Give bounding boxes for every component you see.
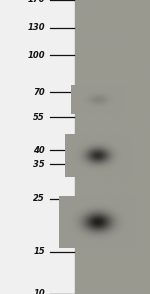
Text: 15: 15 bbox=[33, 248, 45, 256]
Text: 35: 35 bbox=[33, 160, 45, 168]
Bar bbox=[75, 0, 150, 294]
Text: 40: 40 bbox=[33, 146, 45, 155]
Text: 70: 70 bbox=[33, 88, 45, 96]
Text: 55: 55 bbox=[33, 113, 45, 122]
Text: 25: 25 bbox=[33, 194, 45, 203]
Text: 170: 170 bbox=[27, 0, 45, 4]
Text: 130: 130 bbox=[27, 23, 45, 32]
Text: 10: 10 bbox=[33, 290, 45, 294]
Text: 100: 100 bbox=[27, 51, 45, 60]
